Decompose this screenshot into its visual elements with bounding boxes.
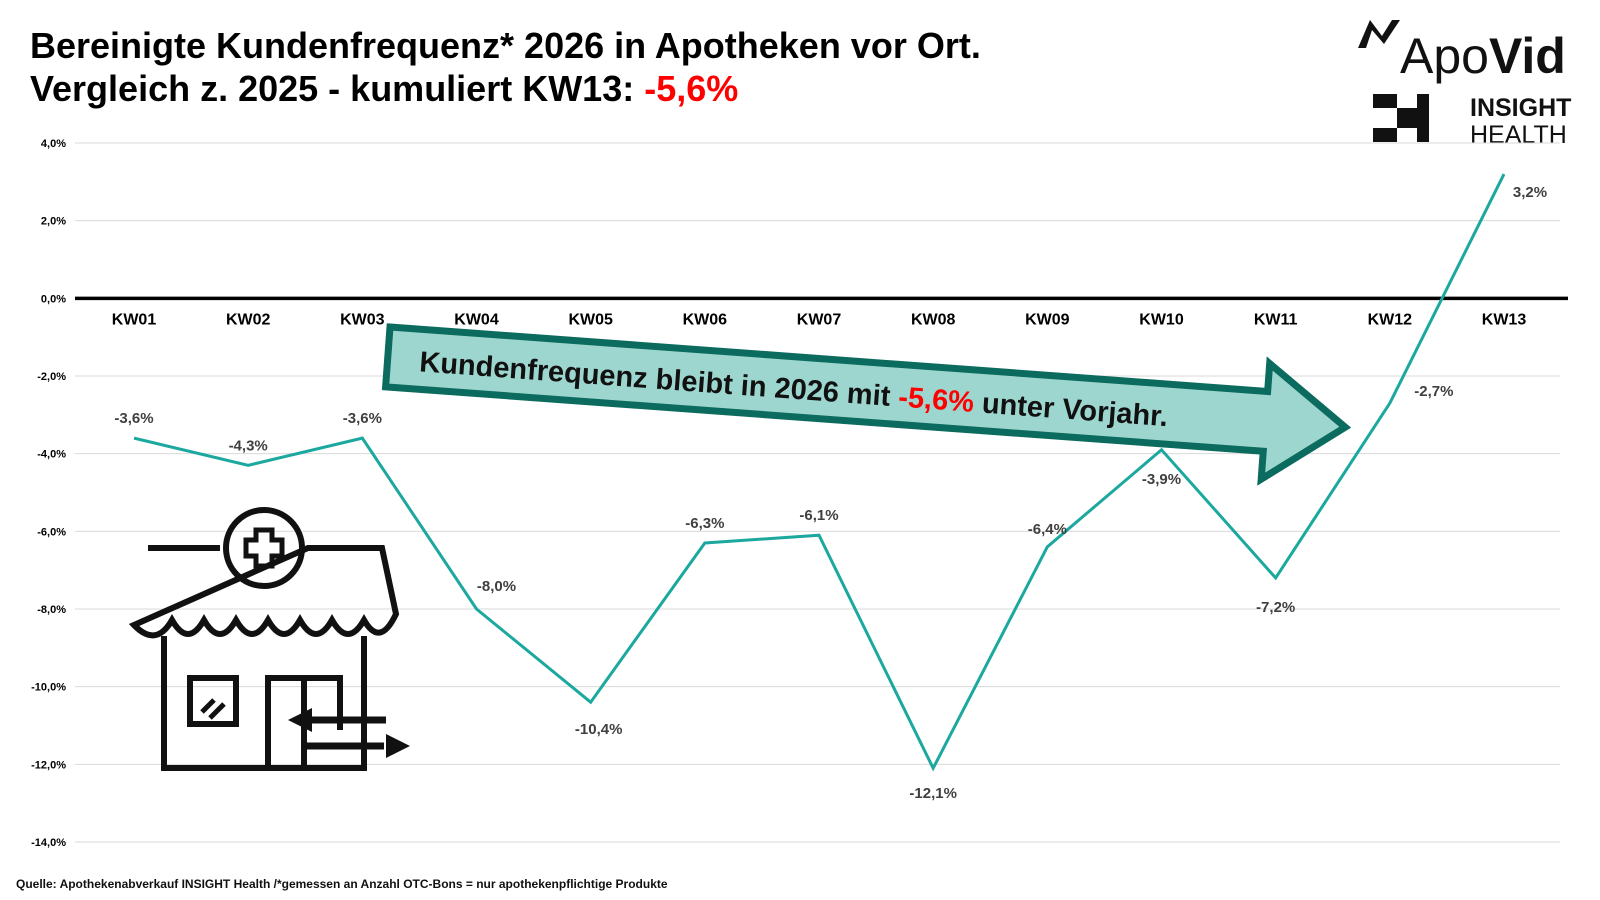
x-tick-label: KW01 xyxy=(112,311,157,328)
value-label: 3,2% xyxy=(1513,184,1547,201)
value-label: -3,6% xyxy=(114,410,153,427)
x-tick-label: KW05 xyxy=(568,311,613,328)
x-tick-label: KW07 xyxy=(797,311,842,328)
data-line xyxy=(133,173,1506,772)
x-tick-label: KW08 xyxy=(911,311,956,328)
x-tick-label: KW06 xyxy=(683,311,728,328)
y-tick-label: -8,0% xyxy=(37,604,66,616)
value-label: -7,2% xyxy=(1256,599,1295,616)
logo-health: HEALTH xyxy=(1470,121,1567,149)
value-label: -10,4% xyxy=(575,721,623,738)
value-label: -12,1% xyxy=(909,785,957,802)
x-tick-label: KW11 xyxy=(1254,311,1298,328)
value-label: -4,3% xyxy=(229,437,268,454)
subtitle-text: Vergleich z. 2025 - kumuliert KW13: xyxy=(30,68,644,109)
y-tick-label: -2,0% xyxy=(37,371,66,383)
y-tick-label: -6,0% xyxy=(37,526,66,538)
y-tick-label: 2,0% xyxy=(41,216,66,228)
plot-area: 4,0% 2,0% 0,0% -2,0% -4,0% -6,0% -8,0% -10,0% -1… xyxy=(31,138,1568,849)
chart-subtitle: Vergleich z. 2025 - kumuliert KW13: -5,6… xyxy=(30,68,738,109)
logo-insight: INSIGHT xyxy=(1470,94,1571,122)
chart-title: Bereinigte Kundenfrequenz* 2026 in Apoth… xyxy=(30,25,981,66)
logo-vid: Vid xyxy=(1489,28,1566,84)
y-tick-label: -12,0% xyxy=(31,759,66,771)
annotation-highlight: -5,6% xyxy=(897,381,975,418)
value-label: -8,0% xyxy=(477,578,516,595)
annotation-arrow: Kundenfrequenz bleibt in 2026 mit -5,6% … xyxy=(381,323,1352,486)
x-tick-label: KW10 xyxy=(1139,311,1184,328)
value-label: -6,1% xyxy=(799,507,838,524)
logo-apo: Apo xyxy=(1400,28,1489,84)
value-label: -2,7% xyxy=(1414,383,1453,400)
x-tick-label: KW12 xyxy=(1368,311,1413,328)
insight-logo: INSIGHT HEALTH xyxy=(1373,94,1571,149)
pharmacy-icon xyxy=(128,507,410,771)
x-tick-label: KW04 xyxy=(454,311,499,328)
logo-text: ApoVid xyxy=(1400,28,1566,84)
x-tick-label: KW03 xyxy=(340,311,385,328)
y-tick-label: 0,0% xyxy=(41,293,66,305)
x-tick-label: KW13 xyxy=(1482,311,1527,328)
source-note: Quelle: Apothekenabverkauf INSIGHT Healt… xyxy=(16,877,668,891)
apovid-logo: ApoVid xyxy=(1358,20,1566,84)
x-tick-label: KW02 xyxy=(226,311,271,328)
y-tick-label: -14,0% xyxy=(31,837,66,849)
y-tick-label: -10,0% xyxy=(31,682,66,694)
subtitle-highlight: -5,6% xyxy=(644,68,738,109)
value-label: -6,4% xyxy=(1028,521,1067,538)
x-tick-label: KW09 xyxy=(1025,311,1070,328)
value-label: -3,6% xyxy=(343,410,382,427)
value-label: -3,9% xyxy=(1142,471,1181,488)
y-tick-label: 4,0% xyxy=(41,138,66,150)
y-tick-label: -4,0% xyxy=(37,449,66,461)
value-label: -6,3% xyxy=(685,515,724,532)
